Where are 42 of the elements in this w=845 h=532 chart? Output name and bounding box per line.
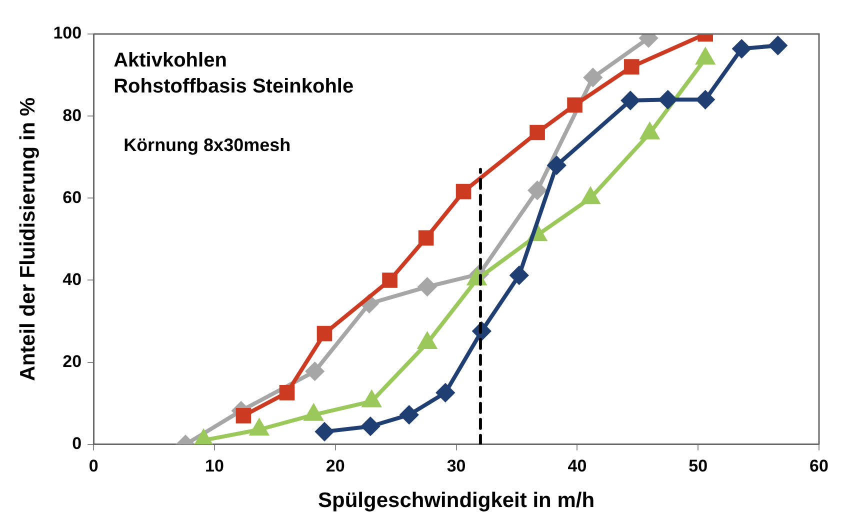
point: [279, 385, 295, 400]
point: [382, 272, 398, 288]
annotation: Körnung 8x30mesh: [124, 134, 291, 155]
x-axis-title: Spülgeschwindigkeit in m/h: [318, 489, 595, 512]
point: [658, 90, 677, 109]
point: [768, 36, 787, 54]
y-tick-label: 40: [62, 270, 82, 289]
annotation: Rohstoffbasis Steinkohle: [114, 76, 354, 98]
point: [400, 406, 418, 424]
point: [624, 59, 640, 74]
point: [584, 68, 602, 87]
point: [510, 266, 528, 284]
point: [530, 124, 545, 140]
x-tick-label: 20: [326, 456, 345, 476]
point: [361, 417, 380, 436]
x-tick-label: 60: [810, 456, 828, 476]
y-tick-label: 100: [53, 24, 82, 43]
x-tick-label: 40: [568, 456, 587, 476]
point: [418, 230, 434, 246]
point: [696, 90, 714, 109]
point: [732, 40, 751, 58]
y-tick-label: 0: [72, 434, 82, 454]
point: [436, 384, 454, 402]
point: [236, 408, 252, 424]
point: [316, 326, 332, 342]
y-axis-title: Anteil der Fluidisierung in %: [16, 97, 40, 381]
point: [315, 422, 334, 441]
point: [548, 156, 566, 174]
x-tick-label: 30: [446, 456, 466, 476]
point: [528, 181, 546, 200]
x-tick-label: 10: [205, 456, 224, 476]
y-tick-label: 20: [62, 352, 82, 372]
x-tick-label: 50: [688, 456, 708, 476]
y-tick-label: 80: [62, 106, 82, 125]
point: [621, 91, 640, 110]
point: [567, 97, 582, 113]
x-tick-label: 0: [88, 456, 98, 476]
point: [418, 278, 436, 296]
point: [456, 184, 472, 200]
y-tick-label: 60: [62, 188, 82, 207]
annotation: Aktivkohlen: [114, 50, 227, 72]
point: [306, 362, 324, 380]
